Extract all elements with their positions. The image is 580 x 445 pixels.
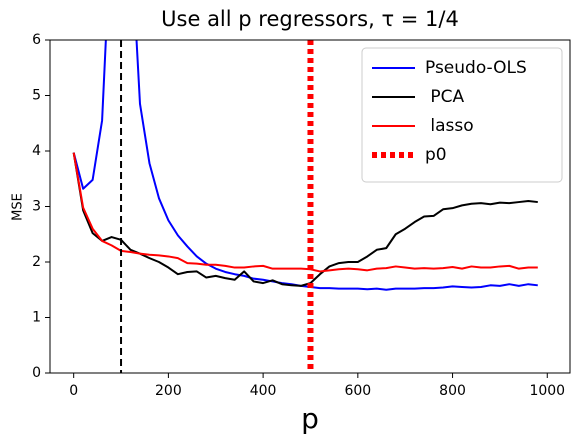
x-tick-label: 600 bbox=[344, 383, 371, 399]
plot-frame bbox=[49, 39, 571, 374]
plot-area bbox=[72, 40, 538, 373]
legend-label: Pseudo-OLS bbox=[425, 58, 527, 78]
legend-box bbox=[361, 47, 563, 183]
x-tick-label: 200 bbox=[155, 383, 182, 399]
data-line bbox=[72, 152, 538, 287]
legend-label: p0 bbox=[425, 145, 447, 165]
data-line bbox=[72, 40, 538, 291]
legend-label: PCA bbox=[425, 87, 465, 107]
x-axis-label: p bbox=[301, 402, 319, 435]
y-axis-label: MSE bbox=[11, 193, 26, 221]
y-tick-label: 4 bbox=[32, 143, 41, 159]
y-tick-label: 5 bbox=[32, 88, 41, 104]
y-tick-label: 6 bbox=[32, 32, 41, 48]
y-tick-label: 0 bbox=[32, 365, 41, 381]
y-tick-label: 1 bbox=[32, 310, 41, 326]
x-tick-label: 800 bbox=[439, 383, 466, 399]
x-tick-label: 400 bbox=[250, 383, 277, 399]
x-tick-label: 1000 bbox=[529, 383, 565, 399]
y-tick-label: 3 bbox=[32, 199, 41, 215]
chart-title: Use all p regressors, τ = 1/4 bbox=[161, 7, 459, 31]
legend-label: lasso bbox=[425, 116, 474, 136]
data-line bbox=[72, 152, 538, 273]
y-tick-label: 2 bbox=[32, 254, 41, 270]
x-tick-label: 0 bbox=[69, 383, 78, 399]
